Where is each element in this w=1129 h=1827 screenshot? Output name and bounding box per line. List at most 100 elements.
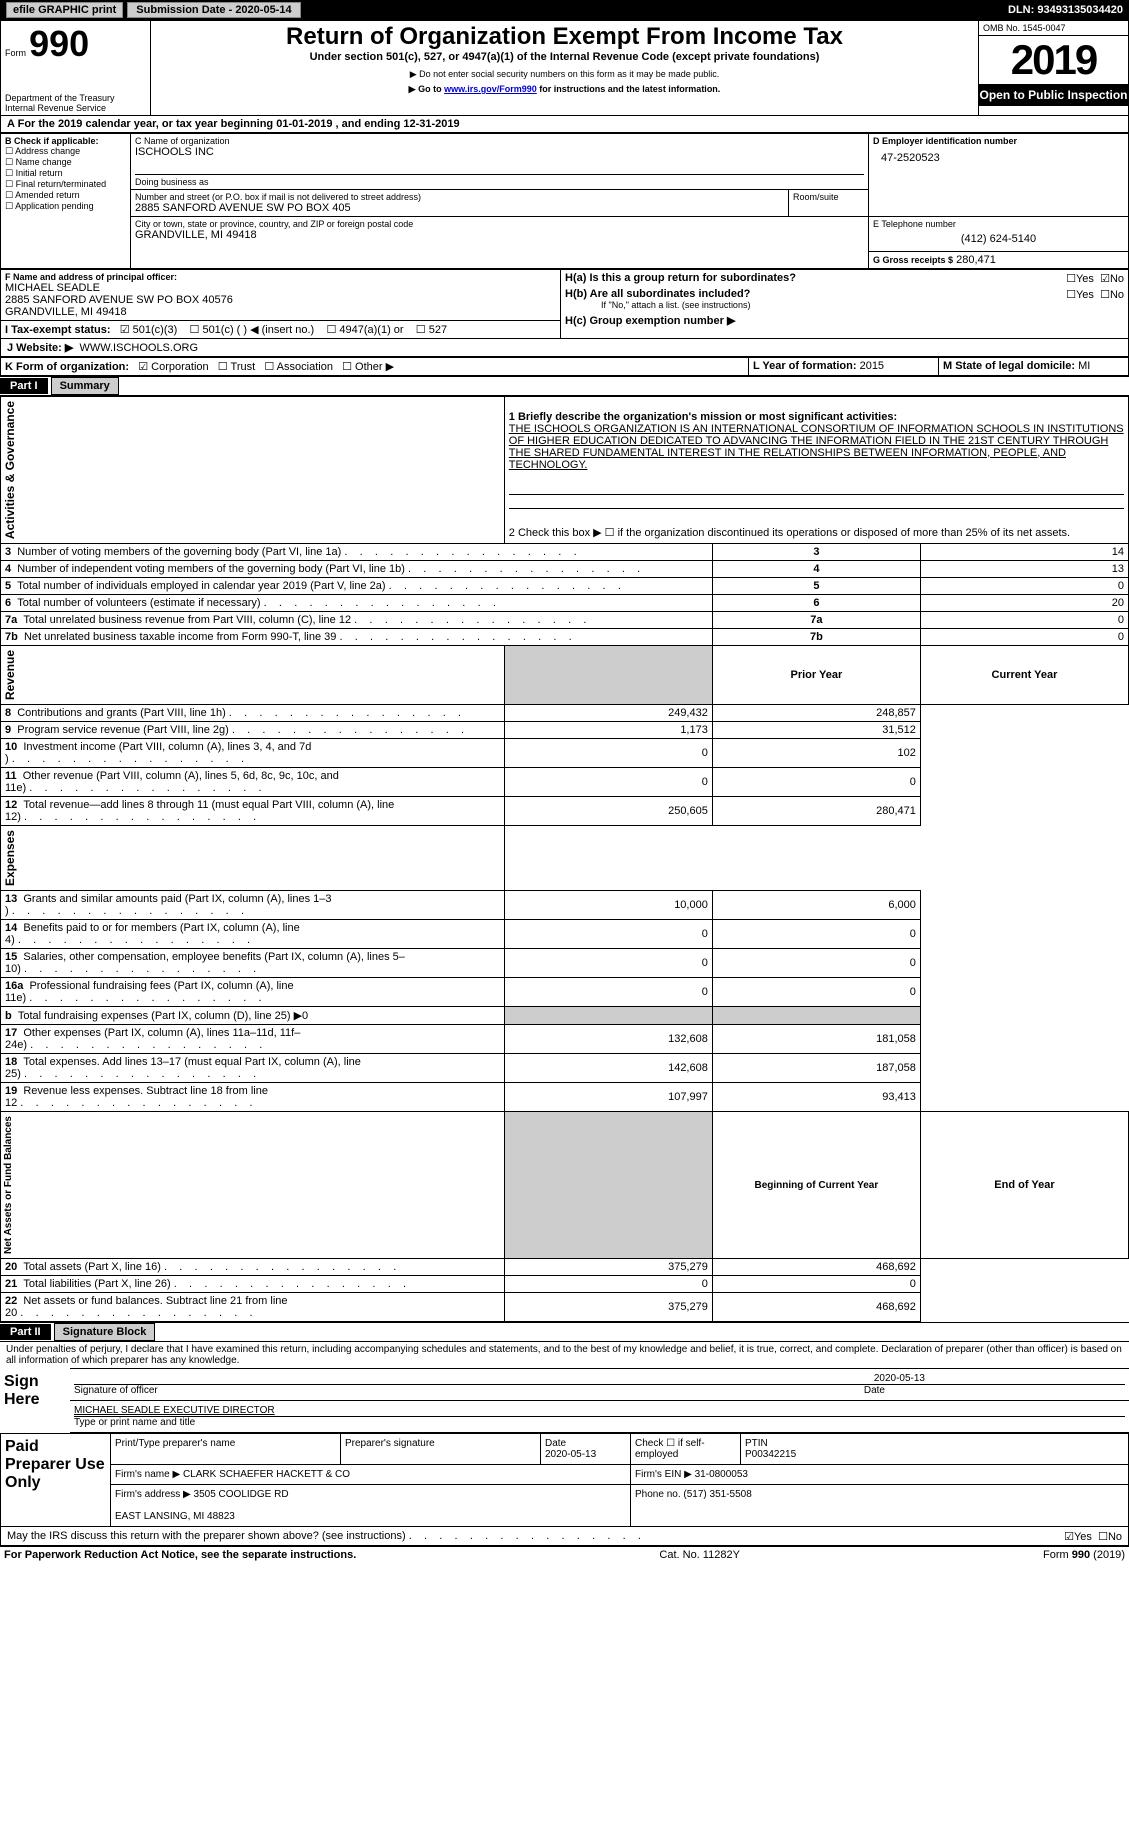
block-b-label: B Check if applicable:	[5, 136, 126, 146]
tax-status-opt[interactable]: ☐ 4947(a)(1) or	[326, 324, 415, 336]
tax-status-opt[interactable]: ☐ 501(c) ( ) ◀ (insert no.)	[190, 324, 327, 336]
exp-line-19: 19 Revenue less expenses. Subtract line …	[1, 1083, 1129, 1112]
room-suite-label: Room/suite	[793, 192, 864, 202]
officer-name-label: Type or print name and title	[74, 1417, 195, 1428]
gov-line-6: 6 Total number of volunteers (estimate i…	[1, 595, 1129, 612]
org-form-opt[interactable]: ☑ Corporation	[138, 361, 218, 373]
rev-line-11: 11 Other revenue (Part VIII, column (A),…	[1, 768, 1129, 797]
exp-line-15: 15 Salaries, other compensation, employe…	[1, 949, 1129, 978]
tax-status-opt[interactable]: ☑ 501(c)(3)	[120, 324, 190, 336]
rev-line-10: 10 Investment income (Part VIII, column …	[1, 739, 1129, 768]
block-c-name-label: C Name of organization	[135, 136, 864, 146]
check-amended-return[interactable]: ☐ Amended return	[5, 190, 126, 201]
city-label: City or town, state or province, country…	[135, 219, 864, 229]
footer-mid: Cat. No. 11282Y	[659, 1549, 740, 1561]
gross-receipts: 280,471	[956, 254, 996, 266]
check-name-change[interactable]: ☐ Name change	[5, 157, 126, 168]
dept-treasury: Department of the Treasury Internal Reve…	[5, 93, 146, 113]
org-form-opt[interactable]: ☐ Trust	[218, 361, 265, 373]
tax-status-opt[interactable]: ☐ 527	[416, 324, 460, 336]
sig-date-val: 2020-05-13	[74, 1373, 1125, 1385]
rev-line-9: 9 Program service revenue (Part VIII, li…	[1, 722, 1129, 739]
org-name: ISCHOOLS INC	[135, 146, 864, 158]
side-revenue: Revenue	[1, 646, 19, 704]
discuss-row: May the IRS discuss this return with the…	[0, 1527, 1129, 1546]
telephone: (412) 624-5140	[873, 229, 1124, 249]
part-ii-header: Part II	[0, 1324, 51, 1340]
gov-line-7b: 7b Net unrelated business taxable income…	[1, 629, 1129, 646]
ein: 47-2520523	[873, 146, 1124, 176]
line2: 2 Check this box ▶ ☐ if the organization…	[504, 522, 1128, 543]
period-line: A For the 2019 calendar year, or tax yea…	[0, 116, 1129, 133]
prep-name-label: Print/Type preparer's name	[115, 1438, 235, 1449]
submission-date: Submission Date - 2020-05-14	[127, 2, 300, 18]
gov-line-5: 5 Total number of individuals employed i…	[1, 578, 1129, 595]
org-form-opt[interactable]: ☐ Other ▶	[342, 361, 403, 373]
ptin-label: PTIN	[745, 1438, 768, 1449]
rev-line-8: 8 Contributions and grants (Part VIII, l…	[1, 705, 1129, 722]
form-number: 990	[29, 23, 89, 64]
prep-date-label: Date	[545, 1438, 566, 1449]
col-prior: Prior Year	[712, 646, 920, 705]
open-to-public: Open to Public Inspection	[979, 84, 1128, 106]
part-i-title: Summary	[51, 377, 119, 395]
paid-preparer-label: Paid Preparer Use Only	[1, 1434, 111, 1527]
website-row: J Website: ▶ WWW.ISCHOOLS.ORG	[0, 339, 1129, 357]
exp-line-16a: 16a Professional fundraising fees (Part …	[1, 978, 1129, 1007]
klm-row: K Form of organization: ☑ Corporation ☐ …	[0, 357, 1129, 376]
block-f-label: F Name and address of principal officer:	[5, 272, 556, 282]
form-title: Return of Organization Exempt From Incom…	[155, 23, 974, 51]
block-e-label: E Telephone number	[873, 219, 1124, 229]
street-address: 2885 SANFORD AVENUE SW PO BOX 405	[135, 202, 784, 214]
officer-line: MICHAEL SEADLE EXECUTIVE DIRECTOR	[74, 1405, 1125, 1417]
firm-name-label: Firm's name ▶	[115, 1469, 180, 1480]
officer-address: 2885 SANFORD AVENUE SW PO BOX 40576 GRAN…	[5, 294, 556, 318]
side-governance: Activities & Governance	[1, 397, 19, 543]
part-i-table: Activities & Governance 1 Briefly descri…	[0, 396, 1129, 1322]
efile-print-button[interactable]: efile GRAPHIC print	[6, 2, 123, 18]
prep-date: 2020-05-13	[545, 1449, 596, 1460]
top-bar: efile GRAPHIC print Submission Date - 20…	[0, 0, 1129, 20]
org-form-opt[interactable]: ☐ Association	[264, 361, 342, 373]
block-g-label: G Gross receipts $	[873, 255, 953, 265]
state-domicile: MI	[1078, 360, 1090, 372]
side-expenses: Expenses	[1, 826, 19, 890]
check-final-return-terminated[interactable]: ☐ Final return/terminated	[5, 179, 126, 190]
note-ssn: ▶ Do not enter social security numbers o…	[155, 69, 974, 80]
irs-link[interactable]: www.irs.gov/Form990	[444, 84, 537, 94]
line1-label: 1 Briefly describe the organization's mi…	[509, 411, 1124, 423]
website: WWW.ISCHOOLS.ORG	[79, 342, 198, 354]
firm-ein-label: Firm's EIN ▶	[635, 1469, 692, 1480]
paid-preparer-table: Paid Preparer Use Only Print/Type prepar…	[0, 1433, 1129, 1527]
net-line-22: 22 Net assets or fund balances. Subtract…	[1, 1293, 1129, 1322]
footer-right: Form 990 (2019)	[1043, 1549, 1125, 1561]
sig-officer-label: Signature of officer	[74, 1385, 158, 1396]
officer-group-row: F Name and address of principal officer:…	[0, 269, 1129, 339]
sig-date-label: Date	[864, 1385, 1125, 1396]
check-address-change[interactable]: ☐ Address change	[5, 146, 126, 157]
omb-number: OMB No. 1545-0047	[979, 21, 1128, 36]
gov-line-4: 4 Number of independent voting members o…	[1, 561, 1129, 578]
h-b-note: If "No," attach a list. (see instruction…	[565, 300, 1124, 310]
dln: DLN: 93493135034420	[1008, 4, 1123, 16]
part-ii-title: Signature Block	[54, 1323, 156, 1341]
form-header-table: Form 990 Department of the Treasury Inte…	[0, 20, 1129, 116]
sign-here-table: Sign Here 2020-05-13 Signature of office…	[0, 1368, 1129, 1433]
officer-name: MICHAEL SEADLE	[5, 282, 556, 294]
h-a: H(a) Is this a group return for subordin…	[565, 272, 1124, 284]
dba-label: Doing business as	[135, 174, 864, 187]
h-b: H(b) Are all subordinates included? ☐Yes…	[565, 288, 1124, 300]
net-line-21: 21 Total liabilities (Part X, line 26)00	[1, 1276, 1129, 1293]
check-initial-return[interactable]: ☐ Initial return	[5, 168, 126, 179]
part-i-header: Part I	[0, 378, 48, 394]
block-i-label: I Tax-exempt status:	[5, 324, 111, 336]
city-state-zip: GRANDVILLE, MI 49418	[135, 229, 864, 241]
tax-year: 2019	[1011, 36, 1096, 83]
footer-left: For Paperwork Reduction Act Notice, see …	[4, 1549, 356, 1561]
check-application-pending[interactable]: ☐ Application pending	[5, 201, 126, 212]
col-end: End of Year	[920, 1112, 1128, 1259]
block-d-label: D Employer identification number	[873, 136, 1124, 146]
col-begin: Beginning of Current Year	[712, 1112, 920, 1259]
firm-ein: 31-0800053	[695, 1469, 748, 1480]
gov-line-7a: 7a Total unrelated business revenue from…	[1, 612, 1129, 629]
